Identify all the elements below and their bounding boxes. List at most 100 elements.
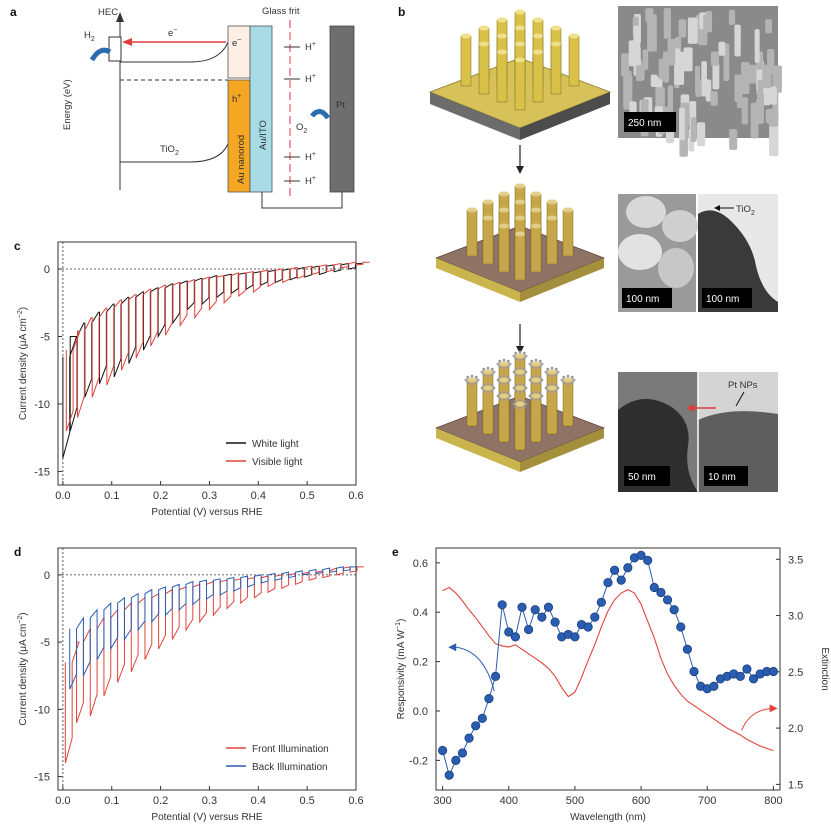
responsivity-point <box>676 622 686 632</box>
pt-nanoparticle <box>540 362 544 366</box>
pt-nanoparticle <box>476 378 480 382</box>
pt-nanoparticle <box>538 365 542 369</box>
panel-a-letter: a <box>10 5 17 19</box>
h2-label: H2 <box>84 30 95 43</box>
y-tick-label: -5 <box>40 637 50 649</box>
pt-nanoparticle <box>554 383 558 387</box>
pt-nanoparticle <box>506 365 510 369</box>
panel-b-letter: b <box>398 5 405 19</box>
pt-nanoparticle <box>502 398 506 402</box>
pt-nanoparticle <box>522 357 526 361</box>
responsivity-point <box>662 595 673 605</box>
responsivity-point <box>457 748 468 758</box>
y2-tick-label: 2.5 <box>788 667 803 679</box>
responsivity-point <box>490 671 501 682</box>
pt-nanoparticle <box>522 405 526 409</box>
responsivity-point <box>682 644 692 654</box>
nanorod-tip <box>547 385 557 391</box>
pt-nanoparticle <box>502 390 506 394</box>
nanorod-tip <box>499 191 509 197</box>
scale-bar-box <box>704 466 748 486</box>
nanorod-tip <box>533 49 543 55</box>
nanorod <box>530 395 542 443</box>
pt-nanoparticle <box>490 389 494 393</box>
pt-nanoparticle <box>506 381 510 385</box>
pt-nanoparticle <box>534 398 538 402</box>
nanorod-tip <box>515 231 525 237</box>
sem-rod <box>729 129 738 150</box>
nanorod-tip <box>531 361 541 367</box>
au-electron-label: e− <box>232 37 241 49</box>
pt-nanoparticle <box>522 383 526 387</box>
plot-frame <box>57 241 357 486</box>
pt-nanoparticle <box>470 374 474 378</box>
nanorod-tip <box>483 385 493 391</box>
hec-label: HEC <box>98 7 118 18</box>
pt-nanoparticle <box>538 375 542 379</box>
nanorod <box>498 225 510 273</box>
pt-nanoparticle <box>482 383 486 387</box>
scale-bar-box <box>622 288 672 308</box>
sem-rod <box>663 8 671 39</box>
sem-rod <box>772 65 782 93</box>
nanorod-tip <box>499 207 509 213</box>
sem-rod <box>741 97 749 125</box>
sem-rod <box>749 64 757 84</box>
nanorod-tip <box>499 393 509 399</box>
pt-nanoparticle <box>530 391 534 395</box>
pt-nanoparticle <box>522 367 526 371</box>
right-axis-pointer-head-icon <box>769 704 778 713</box>
legend-label: White light <box>252 439 299 450</box>
panel-letter: d <box>14 545 21 559</box>
pt-nanoparticle <box>466 381 470 385</box>
pt-nanoparticle <box>546 367 550 371</box>
pt-nanoparticle <box>566 374 570 378</box>
nanorod-tip <box>563 377 573 383</box>
nanorod <box>546 217 558 265</box>
pt-nanoparticle <box>512 354 516 358</box>
pt-nanoparticle <box>546 383 550 387</box>
responsivity-point <box>603 577 613 588</box>
sem-rod <box>650 74 658 88</box>
nanorod-group <box>466 183 574 281</box>
nanorod <box>562 209 574 257</box>
pt-label: Pt <box>336 100 345 111</box>
nanorod-tip <box>551 25 561 31</box>
pt-electrode <box>329 25 355 193</box>
sem-rod <box>757 92 764 124</box>
pt-nanoparticle <box>518 406 522 410</box>
plot-frame <box>57 547 357 791</box>
pt-nanoparticle <box>530 397 534 401</box>
nanorod-tip <box>515 215 525 221</box>
o2-evolution-arrow-icon <box>310 109 331 120</box>
pt-nanoparticle <box>534 382 538 386</box>
x-tick-label: 0.1 <box>104 490 119 502</box>
sem-rod <box>690 117 697 142</box>
au-excited-region <box>227 25 251 79</box>
pt-nanoparticle <box>482 389 486 393</box>
y-tick-label: 0.4 <box>413 607 428 619</box>
pt-nanoparticle <box>502 366 506 370</box>
y-tick-label: 0 <box>44 264 50 276</box>
pt-nanoparticle <box>486 366 490 370</box>
pt-nanoparticle <box>502 382 506 386</box>
y-axis-label: Current density (μA cm−2) <box>17 612 29 725</box>
y2-tick-label: 3.5 <box>788 554 803 566</box>
sem-rod <box>765 19 773 34</box>
nanorod <box>478 43 490 95</box>
tem-rod-shape <box>698 210 778 312</box>
y-tick-label: 0 <box>44 570 50 582</box>
x-tick-label: 0.4 <box>251 490 266 502</box>
au-ito-label: Au/ITO <box>258 120 269 150</box>
right-axis-pointer-icon <box>741 707 772 731</box>
pt-nanoparticle <box>556 386 560 390</box>
x-tick-label: 0.4 <box>251 795 266 807</box>
nanorod <box>568 35 580 87</box>
x-tick-label: 300 <box>433 795 451 807</box>
responsivity-point <box>497 600 507 610</box>
sem-rod <box>712 63 720 90</box>
nanorod <box>496 51 508 103</box>
pt-nanoparticle <box>524 402 528 406</box>
energy-axis-arrow-icon <box>116 12 124 22</box>
nanorod-tip <box>467 207 477 213</box>
